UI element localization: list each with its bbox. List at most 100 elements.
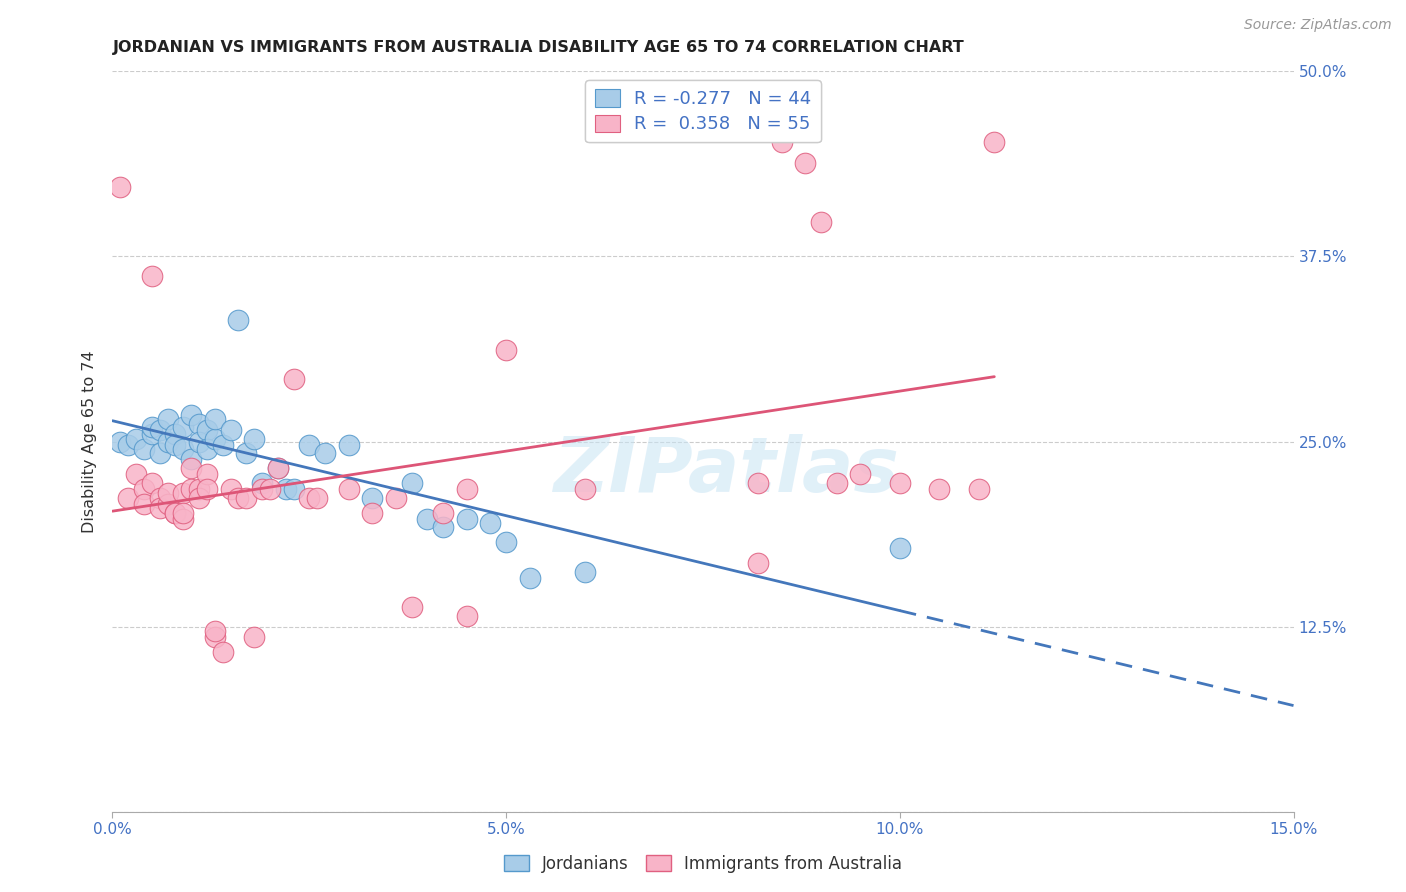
Point <box>195 467 218 482</box>
Point <box>283 372 305 386</box>
Point <box>794 156 817 170</box>
Point <box>361 506 384 520</box>
Point <box>432 506 454 520</box>
Point <box>110 434 132 449</box>
Point <box>983 136 1005 150</box>
Point <box>235 446 257 460</box>
Point <box>165 437 187 451</box>
Point <box>928 482 950 496</box>
Point <box>211 437 233 451</box>
Point <box>770 136 793 150</box>
Point <box>204 432 226 446</box>
Point <box>250 482 273 496</box>
Point <box>574 482 596 496</box>
Text: JORDANIAN VS IMMIGRANTS FROM AUSTRALIA DISABILITY AGE 65 TO 74 CORRELATION CHART: JORDANIAN VS IMMIGRANTS FROM AUSTRALIA D… <box>112 40 965 55</box>
Legend: R = -0.277   N = 44, R =  0.358   N = 55: R = -0.277 N = 44, R = 0.358 N = 55 <box>585 80 821 143</box>
Legend: Jordanians, Immigrants from Australia: Jordanians, Immigrants from Australia <box>498 848 908 880</box>
Point <box>195 482 218 496</box>
Point <box>149 501 172 516</box>
Point <box>165 506 187 520</box>
Point <box>180 461 202 475</box>
Point <box>172 506 194 520</box>
Point <box>243 432 266 446</box>
Point <box>337 482 360 496</box>
Point <box>141 419 163 434</box>
Point <box>228 491 250 505</box>
Point <box>456 609 478 624</box>
Point <box>141 427 163 442</box>
Point <box>172 442 194 456</box>
Point <box>110 179 132 194</box>
Point <box>747 556 769 570</box>
Point <box>283 482 305 496</box>
Point <box>156 434 179 449</box>
Point <box>574 565 596 579</box>
Point <box>125 467 148 482</box>
Point <box>267 461 290 475</box>
Point <box>188 482 211 496</box>
Point <box>204 630 226 644</box>
Point <box>180 408 202 422</box>
Point <box>141 268 163 283</box>
Point <box>307 491 329 505</box>
Point <box>165 427 187 442</box>
Point <box>180 482 202 496</box>
Point <box>298 437 321 451</box>
Point <box>125 432 148 446</box>
Point <box>117 437 139 451</box>
Point <box>401 600 423 615</box>
Y-axis label: Disability Age 65 to 74: Disability Age 65 to 74 <box>82 351 97 533</box>
Point <box>479 516 502 530</box>
Point <box>456 482 478 496</box>
Point <box>211 645 233 659</box>
Point <box>298 491 321 505</box>
Point <box>204 412 226 426</box>
Point <box>188 434 211 449</box>
Point <box>132 497 155 511</box>
Point <box>416 511 439 525</box>
Point <box>967 482 990 496</box>
Point <box>195 423 218 437</box>
Point <box>385 491 408 505</box>
Point <box>337 437 360 451</box>
Point <box>274 482 297 496</box>
Point <box>259 482 281 496</box>
Point <box>149 446 172 460</box>
Point <box>156 412 179 426</box>
Point <box>228 313 250 327</box>
Text: Source: ZipAtlas.com: Source: ZipAtlas.com <box>1244 18 1392 32</box>
Point <box>235 491 257 505</box>
Point <box>172 419 194 434</box>
Point <box>250 475 273 490</box>
Point <box>432 520 454 534</box>
Point <box>519 571 541 585</box>
Point <box>132 482 155 496</box>
Point <box>747 475 769 490</box>
Point <box>141 475 163 490</box>
Point <box>204 624 226 638</box>
Point <box>401 475 423 490</box>
Point <box>172 486 194 500</box>
Point <box>219 423 242 437</box>
Point <box>219 482 242 496</box>
Point <box>149 423 172 437</box>
Point <box>849 467 872 482</box>
Point <box>180 452 202 467</box>
Point <box>495 343 517 357</box>
Text: ZIPatlas: ZIPatlas <box>554 434 900 508</box>
Point <box>149 491 172 505</box>
Point <box>243 630 266 644</box>
Point <box>165 506 187 520</box>
Point <box>195 442 218 456</box>
Point <box>810 215 832 229</box>
Point <box>361 491 384 505</box>
Point <box>267 461 290 475</box>
Point <box>495 535 517 549</box>
Point <box>172 511 194 525</box>
Point <box>314 446 336 460</box>
Point <box>156 486 179 500</box>
Point <box>117 491 139 505</box>
Point <box>825 475 848 490</box>
Point <box>456 511 478 525</box>
Point <box>188 417 211 431</box>
